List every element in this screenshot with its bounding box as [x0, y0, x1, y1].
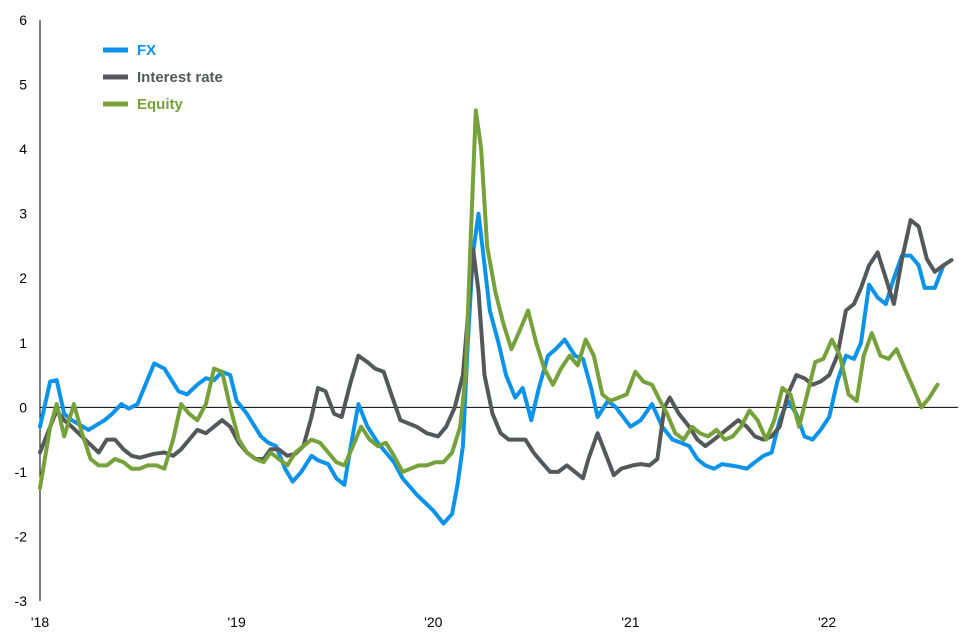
y-tick-label: -1	[15, 464, 28, 480]
y-tick-label: 1	[19, 335, 27, 351]
x-tick-label: '22	[818, 614, 836, 630]
y-tick-label: 2	[19, 270, 27, 286]
y-tick-label: 0	[19, 399, 27, 415]
y-tick-label: -3	[15, 593, 28, 609]
series-line-equity	[38, 108, 940, 490]
x-tick-label: '21	[621, 614, 639, 630]
y-tick-label: -2	[15, 528, 28, 544]
x-tick-label: '19	[228, 614, 246, 630]
y-tick-label: 4	[19, 141, 27, 157]
series-line-fx	[38, 211, 946, 526]
y-axis-tick-labels: 6 5 4 3 2 1 0 -1 -2 -3	[15, 12, 28, 609]
y-tick-label: 6	[19, 12, 27, 28]
series-lines	[38, 108, 954, 526]
legend: FX Interest rate Equity	[103, 42, 223, 113]
x-tick-label: '18	[31, 614, 49, 630]
y-tick-label: 3	[19, 206, 27, 222]
x-tick-label: '20	[424, 614, 442, 630]
y-tick-label: 5	[19, 77, 27, 93]
legend-label: FX	[137, 42, 156, 59]
legend-label: Equity	[137, 96, 183, 113]
legend-label: Interest rate	[137, 69, 223, 86]
x-axis-tick-labels: '18 '19 '20 '21 '22	[31, 614, 837, 630]
series-line-interest-rate	[38, 218, 954, 481]
